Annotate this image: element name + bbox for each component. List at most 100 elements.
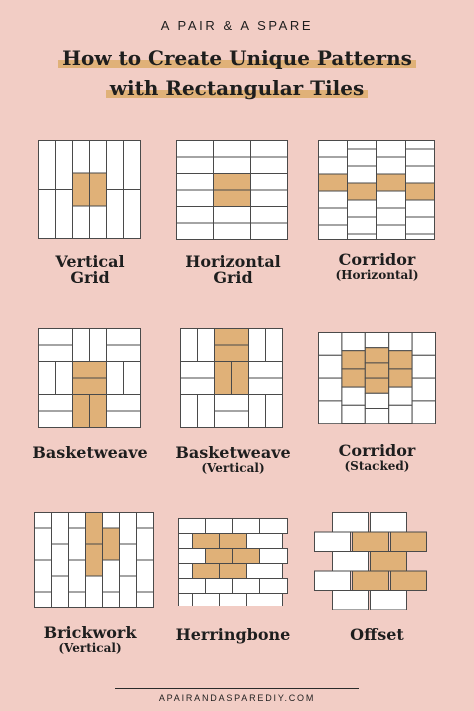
- tile: [136, 591, 154, 608]
- pattern-offset: [314, 512, 427, 610]
- tile: [318, 354, 343, 379]
- tile: [55, 140, 73, 190]
- tile: [34, 512, 52, 529]
- tile: [318, 224, 348, 240]
- tile: [34, 559, 52, 593]
- accent-tile: [364, 347, 390, 364]
- tile: [259, 548, 288, 564]
- tile: [136, 559, 154, 593]
- caption-brickwork-vertical: Brickwork (Vertical): [15, 623, 165, 656]
- tile: [405, 148, 435, 167]
- tile: [376, 156, 406, 175]
- tile: [411, 354, 436, 379]
- tile: [106, 361, 124, 395]
- tile: [34, 527, 52, 561]
- tile: [38, 344, 73, 362]
- tile: [102, 512, 120, 529]
- title-line-2-text: with Rectangular Tiles: [105, 76, 369, 100]
- accent-tile: [214, 328, 249, 346]
- tile: [376, 140, 406, 158]
- caption-brickwork-vertical-title: Brickwork: [43, 623, 137, 642]
- tile: [89, 328, 107, 362]
- tile: [376, 207, 406, 226]
- tile: [34, 591, 52, 608]
- tile: [341, 404, 366, 424]
- tile: [265, 394, 283, 428]
- tile: [180, 394, 198, 428]
- tile: [318, 332, 343, 356]
- tile: [376, 224, 406, 240]
- tile: [314, 570, 351, 591]
- tile: [246, 563, 283, 579]
- tile: [123, 140, 141, 190]
- tile: [106, 328, 141, 346]
- tile: [213, 206, 251, 224]
- tile: [176, 156, 214, 174]
- tile: [197, 328, 215, 362]
- accent-tile: [72, 394, 90, 428]
- tile: [347, 148, 377, 167]
- accent-tile: [390, 570, 427, 591]
- pattern-basketweave-vertical: [180, 328, 283, 428]
- tile: [51, 575, 69, 608]
- tile: [388, 332, 413, 352]
- tile: [250, 222, 288, 240]
- tile: [38, 410, 73, 428]
- tile: [197, 394, 215, 428]
- tile: [347, 199, 377, 218]
- caption-basketweave-vertical-title: Basketweave: [175, 443, 291, 462]
- tile: [364, 392, 390, 409]
- tile: [347, 140, 377, 150]
- accent-tile: [318, 173, 348, 192]
- tile: [180, 377, 215, 395]
- tile: [176, 140, 214, 158]
- caption-vertical-grid-title: Vertical Grid: [55, 252, 125, 287]
- tile: [370, 512, 407, 533]
- tile: [123, 189, 141, 239]
- accent-tile: [89, 172, 107, 207]
- tile: [136, 527, 154, 561]
- tile: [123, 361, 141, 395]
- caption-vertical-grid: Vertical Grid: [15, 254, 165, 286]
- accent-tile: [370, 551, 407, 572]
- tile: [318, 377, 343, 402]
- tile: [405, 216, 435, 235]
- tile: [246, 593, 283, 606]
- tile: [246, 533, 283, 549]
- caption-corridor-stacked-title: Corridor: [338, 441, 416, 460]
- tile: [250, 189, 288, 207]
- tile: [38, 394, 73, 412]
- tile: [106, 344, 141, 362]
- accent-tile: [364, 377, 390, 394]
- tile: [72, 328, 90, 362]
- tile: [176, 173, 214, 191]
- tile: [318, 190, 348, 209]
- tile: [250, 156, 288, 174]
- accent-tile: [352, 531, 389, 552]
- accent-tile: [214, 344, 249, 362]
- caption-corridor-stacked-subtitle: (Stacked): [344, 459, 410, 473]
- tile: [180, 328, 198, 362]
- caption-corridor-horizontal-title: Corridor: [338, 250, 416, 269]
- tile: [55, 189, 73, 239]
- accent-tile: [347, 182, 377, 201]
- accent-tile: [341, 350, 366, 370]
- tile: [332, 551, 369, 572]
- caption-corridor-stacked: Corridor (Stacked): [302, 441, 452, 474]
- tile: [38, 361, 56, 395]
- accent-tile: [72, 172, 90, 207]
- caption-herringbone-title: Herringbone: [175, 625, 291, 644]
- tile: [332, 512, 369, 533]
- caption-herringbone: Herringbone: [158, 627, 308, 643]
- tile: [405, 233, 435, 240]
- tile: [341, 332, 366, 352]
- caption-horizontal-grid-title: Horizontal Grid: [185, 252, 281, 287]
- tile: [364, 408, 390, 424]
- pattern-corridor-stacked: [318, 332, 436, 424]
- tile: [119, 575, 137, 608]
- accent-tile: [72, 361, 107, 379]
- tile: [332, 590, 369, 610]
- accent-tile: [85, 543, 103, 577]
- tile: [176, 189, 214, 207]
- tile: [213, 156, 251, 174]
